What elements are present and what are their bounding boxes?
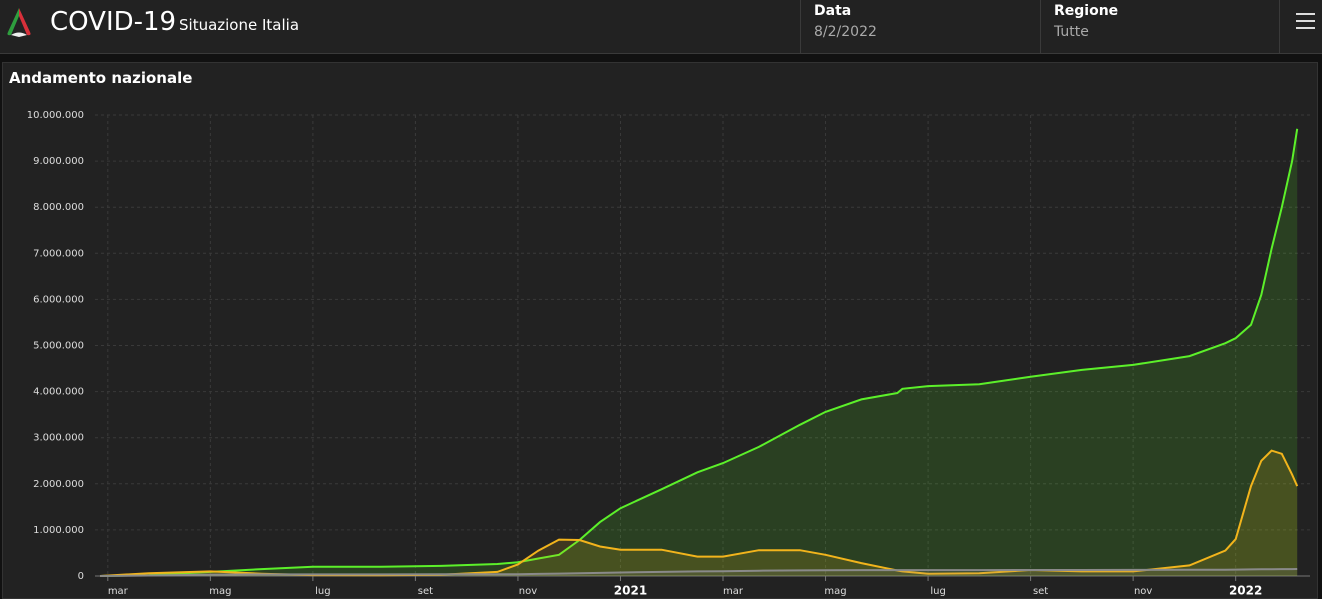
- menu-button[interactable]: [1296, 12, 1316, 30]
- region-value[interactable]: Tutte: [1054, 24, 1089, 40]
- app-title: COVID-19: [50, 7, 177, 37]
- y-tick-label: 2.000.000: [33, 479, 84, 490]
- x-tick-label: 2021: [614, 584, 647, 598]
- y-tick-label: 3.000.000: [33, 433, 84, 444]
- x-tick-label: lug: [930, 586, 945, 597]
- y-tick-label: 9.000.000: [33, 156, 84, 167]
- y-tick-label: 0: [78, 571, 84, 582]
- y-tick-label: 7.000.000: [33, 248, 84, 259]
- x-tick-label: mag: [209, 586, 231, 597]
- chart-panel: Andamento nazionale: [2, 62, 1318, 599]
- x-tick-label: set: [418, 586, 433, 597]
- x-tick-label: mar: [723, 586, 744, 597]
- region-label: Regione: [1054, 3, 1119, 19]
- y-tick-label: 5.000.000: [33, 341, 84, 352]
- x-tick-label: set: [1033, 586, 1048, 597]
- panel-title: Andamento nazionale: [9, 69, 193, 87]
- x-tick-label: mar: [108, 586, 129, 597]
- y-tick-label: 6.000.000: [33, 294, 84, 305]
- y-tick-label: 1.000.000: [33, 525, 84, 536]
- y-tick-label: 8.000.000: [33, 202, 84, 213]
- logo: [7, 8, 31, 37]
- date-value[interactable]: 8/2/2022: [814, 24, 877, 40]
- area: [100, 128, 1298, 577]
- x-tick-label: 2022: [1229, 584, 1262, 598]
- line: [100, 568, 1298, 577]
- separator: [1279, 0, 1280, 53]
- separator: [800, 0, 801, 53]
- x-tick-label: lug: [315, 586, 330, 597]
- header: COVID-19 Situazione Italia Data 8/2/2022…: [0, 0, 1322, 54]
- line: [100, 128, 1299, 577]
- y-tick-label: 4.000.000: [33, 387, 84, 398]
- x-tick-label: mag: [824, 586, 846, 597]
- x-tick-label: nov: [1134, 586, 1152, 597]
- separator: [1040, 0, 1041, 53]
- y-tick-label: 10.000.000: [27, 110, 84, 121]
- date-label: Data: [814, 3, 852, 19]
- x-tick-label: nov: [519, 586, 537, 597]
- app-subtitle: Situazione Italia: [179, 16, 300, 34]
